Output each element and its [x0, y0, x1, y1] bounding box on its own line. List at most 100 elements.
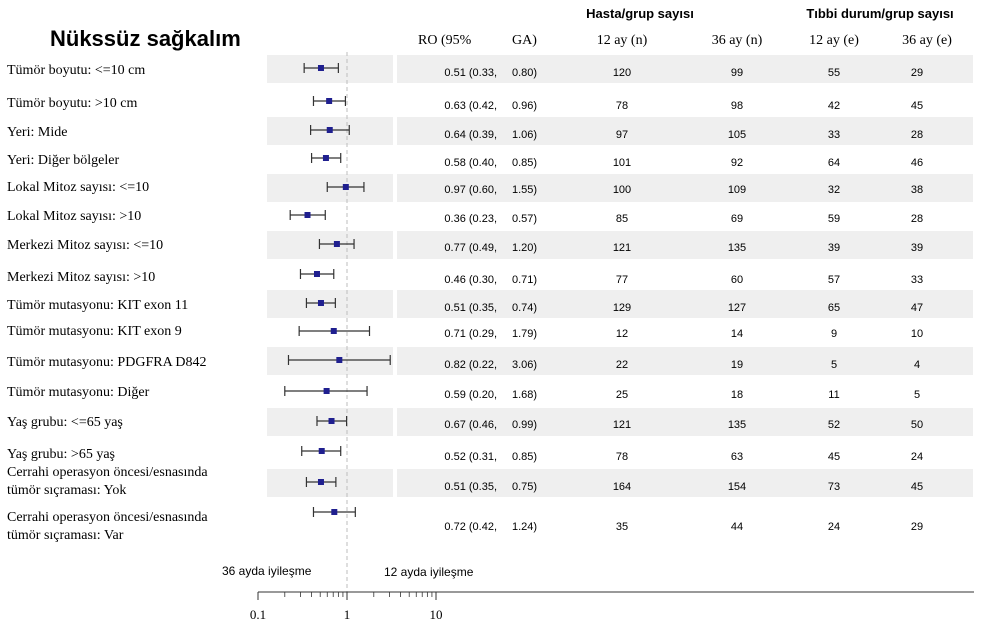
count-n12: 121 [613, 242, 631, 254]
count-e12: 59 [828, 213, 840, 225]
row-shade-table [397, 290, 973, 318]
count-e12: 65 [828, 302, 840, 314]
row-shade-plot [267, 290, 393, 318]
count-e36: 38 [911, 184, 923, 196]
point-estimate-marker [342, 184, 349, 190]
count-e12: 32 [828, 184, 840, 196]
point-estimate-marker [322, 155, 329, 161]
header-hasta-group: Hasta/grup sayısı [586, 6, 694, 21]
annotation-12-ayda-iyilesme: 12 ayda iyileşme [384, 565, 474, 579]
count-n36: 109 [728, 184, 746, 196]
ro-ci-value: 0.51 (0.35, [444, 481, 497, 493]
row-shade-plot [267, 174, 393, 202]
point-estimate-marker [326, 98, 333, 104]
header-12-ay-e: 12 ay (e) [809, 33, 859, 48]
ci-upper-value: 3.06) [512, 359, 537, 371]
count-e36: 39 [911, 242, 923, 254]
row-label: Yeri: Mide [7, 125, 67, 140]
header-tibbi-group: Tıbbi durum/grup sayısı [806, 6, 953, 21]
ro-ci-value: 0.67 (0.46, [444, 419, 497, 431]
ro-ci-value: 0.63 (0.42, [444, 100, 497, 112]
ro-ci-value: 0.59 (0.20, [444, 389, 497, 401]
row-label: Merkezi Mitoz sayısı: >10 [7, 270, 155, 285]
row-shade-table [397, 174, 973, 202]
count-n12: 129 [613, 302, 631, 314]
count-n36: 154 [728, 481, 746, 493]
row-shade-plot [267, 347, 393, 375]
ro-ci-value: 0.51 (0.35, [444, 302, 497, 314]
count-n36: 92 [731, 157, 743, 169]
count-e12: 11 [828, 389, 839, 401]
count-e36: 5 [914, 389, 920, 401]
ro-ci-value: 0.58 (0.40, [444, 157, 497, 169]
point-estimate-layer [304, 65, 349, 515]
count-n12: 78 [616, 451, 628, 463]
count-e36: 50 [911, 419, 923, 431]
x-tick-label: 10 [430, 607, 443, 622]
ci-upper-value: 1.24) [512, 521, 537, 533]
x-tick-label: 1 [344, 607, 351, 622]
ro-ci-value: 0.82 (0.22, [444, 359, 497, 371]
count-n12: 25 [616, 389, 628, 401]
row-shade-table [397, 231, 973, 259]
count-e36: 47 [911, 302, 923, 314]
count-n12: 121 [613, 419, 631, 431]
ro-ci-value: 0.52 (0.31, [444, 451, 497, 463]
row-label: tümör sıçraması: Yok [7, 483, 126, 498]
count-n12: 22 [616, 359, 628, 371]
row-label: Lokal Mitoz sayısı: <=10 [7, 180, 149, 195]
count-n36: 127 [728, 302, 746, 314]
row-shade-table [397, 117, 973, 145]
count-n36: 14 [731, 328, 743, 340]
ro-ci-value: 0.36 (0.23, [444, 213, 497, 225]
count-n12: 35 [616, 521, 628, 533]
header-ga: GA) [512, 33, 537, 48]
count-e12: 39 [828, 242, 840, 254]
ci-upper-value: 0.96) [512, 100, 537, 112]
count-e36: 29 [911, 521, 923, 533]
point-estimate-marker [330, 328, 337, 334]
point-estimate-marker [336, 357, 343, 363]
point-estimate-marker [304, 212, 311, 218]
count-e36: 33 [911, 274, 923, 286]
row-label: Yaş grubu: >65 yaş [7, 447, 115, 462]
ci-upper-value: 1.68) [512, 389, 537, 401]
row-label: Merkezi Mitoz sayısı: <=10 [7, 238, 163, 253]
row-label: tümör sıçraması: Var [7, 528, 124, 543]
point-estimate-marker [318, 448, 325, 454]
point-estimate-marker [317, 65, 324, 71]
point-estimate-marker [333, 241, 340, 247]
count-n36: 105 [728, 129, 746, 141]
count-e12: 9 [831, 328, 837, 340]
header-12-ay-n: 12 ay (n) [597, 33, 648, 48]
row-label: Tümör boyutu: >10 cm [7, 96, 137, 111]
count-n36: 99 [731, 67, 743, 79]
row-label: Tümör mutasyonu: KIT exon 9 [7, 324, 182, 339]
ro-ci-value: 0.64 (0.39, [444, 129, 497, 141]
ro-ci-value: 0.71 (0.29, [444, 328, 497, 340]
ro-ci-value: 0.46 (0.30, [444, 274, 497, 286]
count-n36: 63 [731, 451, 743, 463]
count-n12: 78 [616, 100, 628, 112]
row-label: Yeri: Diğer bölgeler [7, 153, 119, 168]
row-shade-plot [267, 469, 393, 497]
header-36-ay-e: 36 ay (e) [902, 33, 952, 48]
count-n36: 135 [728, 419, 746, 431]
ci-upper-value: 0.71) [512, 274, 537, 286]
count-n12: 12 [616, 328, 628, 340]
point-estimate-marker [328, 418, 335, 424]
count-e12: 52 [828, 419, 840, 431]
ci-upper-value: 1.20) [512, 242, 537, 254]
ci-upper-value: 0.85) [512, 157, 537, 169]
row-label: Tümör boyutu: <=10 cm [7, 63, 145, 78]
count-n12: 164 [613, 481, 631, 493]
ro-ci-value: 0.51 (0.33, [444, 67, 497, 79]
row-shade-table [397, 347, 973, 375]
ro-ci-value: 0.97 (0.60, [444, 184, 497, 196]
ci-upper-value: 1.55) [512, 184, 537, 196]
text-layer: Nükssüz sağkalım Hasta/grup sayısı Tıbbi… [7, 6, 954, 579]
x-axis: 0.1 1 10 [250, 591, 974, 622]
point-estimate-marker [331, 509, 338, 515]
count-n36: 98 [731, 100, 743, 112]
